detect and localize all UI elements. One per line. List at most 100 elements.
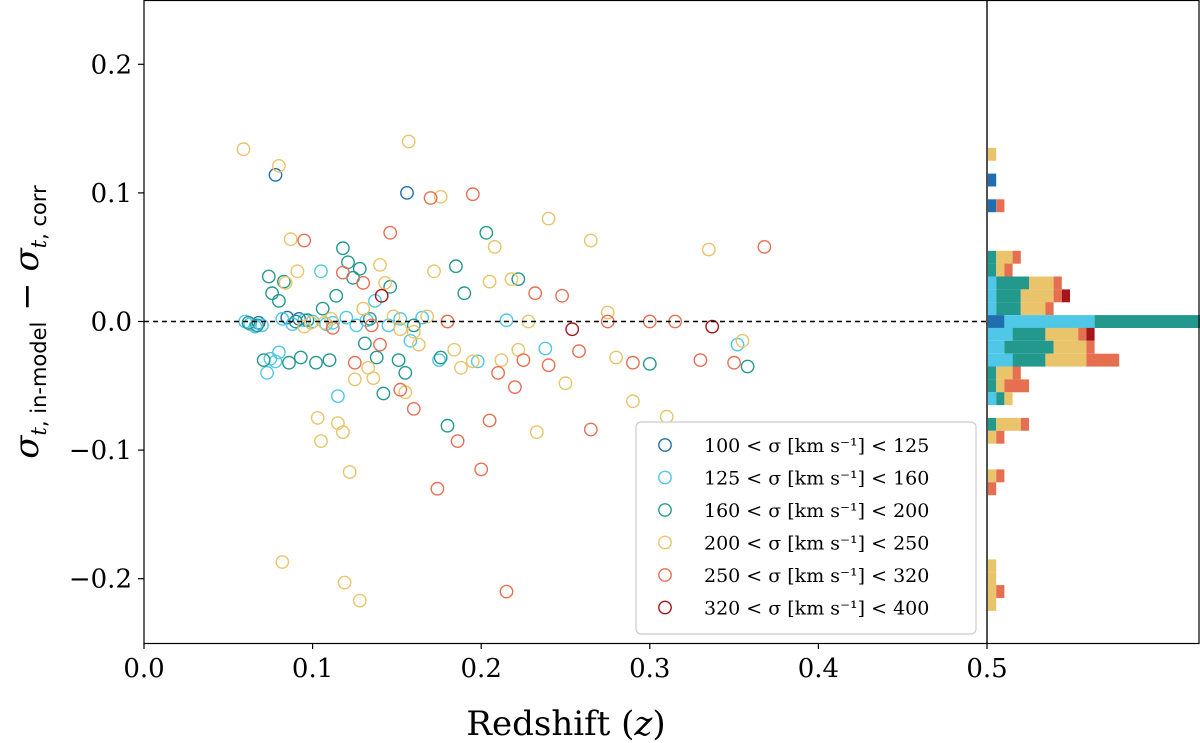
histogram-bar-20-3 xyxy=(988,572,997,586)
scatter-point-s2-1 xyxy=(250,318,264,333)
scatter-point-s3-34 xyxy=(454,360,468,375)
scatter-point-s4-23 xyxy=(555,288,569,303)
scatter-point-s3-21 xyxy=(373,257,387,272)
scatter-point-s3-15 xyxy=(342,465,357,479)
scatter-point-s4-25 xyxy=(583,422,598,437)
histogram-bar-5-1 xyxy=(988,276,997,290)
histogram-bar-6-5 xyxy=(1061,289,1070,303)
scatter-point-s4-7 xyxy=(383,225,398,240)
scatter-point-s2-19 xyxy=(357,336,372,351)
histogram-bar-17-4 xyxy=(996,469,1005,483)
histogram-bar-16-4 xyxy=(996,430,1005,444)
legend-label: 200 < σ [km s⁻¹] < 250 xyxy=(704,533,929,555)
scatter-point-s2-7 xyxy=(282,355,296,370)
scatter-point-s2-12 xyxy=(315,301,330,316)
scatter-point-s3-38 xyxy=(494,353,509,367)
scatter-point-s2-14 xyxy=(329,288,344,303)
histogram-bar-11-3 xyxy=(1045,353,1087,367)
scatter-point-s4-13 xyxy=(450,434,465,448)
scatter-point-s3-5 xyxy=(290,264,305,279)
histogram-bar-18-4 xyxy=(988,482,997,496)
histogram-bar-11-4 xyxy=(1086,353,1120,367)
scatter-point-s2-34 xyxy=(740,359,755,374)
scatter-point-s3-37 xyxy=(487,239,502,254)
scatter-point-s4-17 xyxy=(491,365,505,380)
scatter-point-s3-20 xyxy=(366,371,381,385)
scatter-point-s2-25 xyxy=(398,365,413,380)
scatter-point-s4-3 xyxy=(347,355,362,370)
histogram-bar-3-4 xyxy=(1012,250,1021,264)
histogram-bar-10-3 xyxy=(1053,340,1087,354)
scatter-point-s3-36 xyxy=(482,274,497,289)
scatter-point-s1-25 xyxy=(470,354,485,369)
legend-label: 160 < σ [km s⁻¹] < 200 xyxy=(704,500,929,522)
histogram-bar-15-3 xyxy=(996,417,1021,431)
histogram-bar-7-1 xyxy=(988,302,997,316)
scatter-point-s3-23 xyxy=(386,309,401,324)
histogram-bar-4-4 xyxy=(1004,263,1013,277)
legend-label: 100 < σ [km s⁻¹] < 125 xyxy=(704,435,929,457)
scatter-point-s3-42 xyxy=(529,425,544,439)
scatter-point-s3-24 xyxy=(393,322,408,337)
scatter-point-s4-6 xyxy=(373,337,387,352)
histogram-bar-14-3 xyxy=(1004,392,1013,406)
scatter-point-s1-22 xyxy=(403,333,418,348)
scatter-point-s1-21 xyxy=(393,311,408,326)
scatter-point-s1-12 xyxy=(314,264,328,279)
histogram-bar-9-5 xyxy=(1086,327,1095,341)
histogram-bar-5-4 xyxy=(1053,276,1062,290)
histogram-bar-21-4 xyxy=(996,585,1005,598)
scatter-point-s1-24 xyxy=(432,353,446,367)
histogram-bar-22-3 xyxy=(988,598,997,611)
scatter-point-s2-15 xyxy=(335,241,350,256)
histogram-bar-13-3 xyxy=(996,379,1005,393)
scatter-point-s4-1 xyxy=(325,320,340,335)
scatter-point-s2-33 xyxy=(642,356,657,371)
scatter-point-s1-15 xyxy=(330,389,345,403)
legend-label: 320 < σ [km s⁻¹] < 400 xyxy=(704,598,929,620)
histogram-bar-21-3 xyxy=(988,585,997,598)
histogram-bar-14-2 xyxy=(996,392,1005,406)
scatter-point-s4-11 xyxy=(430,481,445,496)
histogram-bar-6-3 xyxy=(1020,289,1054,303)
histogram-bar-1-0 xyxy=(988,173,997,187)
scatter-point-s4-19 xyxy=(508,380,522,394)
histogram-bar-8-0 xyxy=(988,315,1005,328)
scatter-point-s3-50 xyxy=(701,242,716,257)
scatter-point-s4-2 xyxy=(335,265,350,280)
y-tick-label: −0.1 xyxy=(69,436,132,466)
histogram-bar-10-4 xyxy=(1086,340,1095,354)
scatter-point-s4-31 xyxy=(727,355,741,370)
histogram-bar-6-4 xyxy=(1053,289,1062,303)
histogram-bar-8-1 xyxy=(1004,315,1095,328)
histogram-bar-7-4 xyxy=(1045,302,1054,316)
y-axis-label: σt, in-model − σt, corr xyxy=(7,185,51,459)
scatter-point-s0-0 xyxy=(268,167,283,182)
scatter-point-s2-10 xyxy=(300,313,315,328)
scatter-point-s1-4 xyxy=(260,365,274,380)
histogram-bar-10-1 xyxy=(988,340,1005,354)
histogram-bar-2-4 xyxy=(996,199,1005,213)
legend: 100 < σ [km s⁻¹] < 125 125 < σ [km s⁻¹] <… xyxy=(635,421,977,635)
scatter-point-s3-6 xyxy=(297,319,312,334)
scatter-point-s4-8 xyxy=(393,382,408,397)
scatter-point-s3-30 xyxy=(427,264,441,279)
scatter-point-s4-10 xyxy=(423,191,438,205)
legend-marker xyxy=(658,470,672,485)
legend-label: 125 < σ [km s⁻¹] < 160 xyxy=(704,468,929,490)
x-axis-label: Redshift (z) xyxy=(466,704,665,743)
histogram-bar-4-2 xyxy=(988,263,997,277)
scatter-point-s3-45 xyxy=(583,233,598,248)
histogram-bar-19-3 xyxy=(988,559,997,573)
scatter-point-s3-48 xyxy=(626,394,640,409)
scatter-point-s0-4 xyxy=(400,185,414,200)
scatter-point-s3-51 xyxy=(735,333,750,348)
scatter-point-s4-30 xyxy=(693,353,708,367)
scatter-point-s3-39 xyxy=(504,272,519,286)
legend-marker xyxy=(658,568,672,582)
scatter-point-s1-23 xyxy=(415,310,430,325)
scatter-point-s2-9 xyxy=(293,350,308,365)
histogram-bar-16-3 xyxy=(988,430,997,444)
scatter-point-s3-2 xyxy=(275,555,290,569)
y-tick-label: 0.2 xyxy=(91,50,132,80)
